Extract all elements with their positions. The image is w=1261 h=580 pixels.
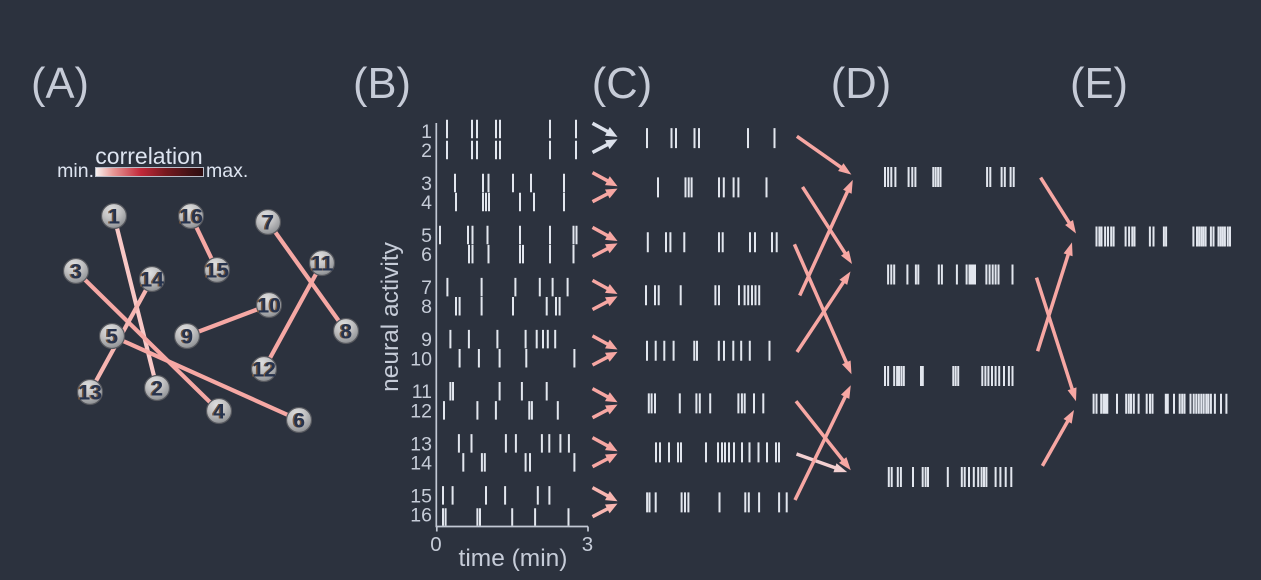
svg-text:16: 16 [410,504,432,526]
svg-text:7: 7 [262,211,274,234]
svg-text:neural activity: neural activity [377,241,404,392]
svg-text:5: 5 [105,326,117,349]
svg-text:15: 15 [410,485,432,507]
svg-text:3: 3 [582,533,593,556]
svg-text:(B): (B) [353,60,411,108]
svg-text:15: 15 [206,259,230,282]
svg-text:9: 9 [421,329,432,351]
svg-text:time (min): time (min) [459,545,568,572]
svg-text:12: 12 [251,359,274,382]
svg-text:(E): (E) [1070,60,1128,108]
svg-text:9: 9 [180,326,192,349]
svg-text:1: 1 [421,121,432,143]
svg-text:13: 13 [410,433,432,455]
svg-text:14: 14 [410,452,432,474]
svg-text:2: 2 [151,377,163,400]
svg-text:(A): (A) [31,60,89,108]
svg-text:(C): (C) [592,60,652,108]
svg-text:9: 9 [181,325,193,348]
svg-text:11: 11 [412,381,432,403]
svg-text:max.: max. [206,160,248,182]
svg-text:3: 3 [69,261,81,284]
svg-text:min.: min. [57,160,94,182]
svg-text:5: 5 [106,325,118,348]
svg-text:10: 10 [410,348,432,370]
svg-text:15: 15 [204,260,228,283]
svg-text:2: 2 [421,140,432,162]
svg-text:7: 7 [421,277,432,299]
svg-text:16: 16 [180,205,203,228]
svg-text:4: 4 [421,192,432,214]
svg-text:3: 3 [70,260,82,283]
svg-text:10: 10 [258,294,281,317]
svg-text:8: 8 [421,296,432,318]
svg-text:12: 12 [253,358,276,381]
svg-text:11: 11 [311,252,334,275]
svg-text:8: 8 [339,321,351,344]
svg-text:1: 1 [107,206,119,229]
svg-text:14: 14 [139,269,163,292]
svg-text:7: 7 [261,212,273,235]
svg-text:13: 13 [79,381,102,404]
svg-text:1: 1 [108,205,120,228]
svg-text:2: 2 [150,378,162,401]
svg-text:6: 6 [293,409,305,432]
svg-text:16: 16 [178,206,201,229]
svg-text:0: 0 [430,533,441,556]
svg-text:4: 4 [213,400,225,423]
svg-text:(D): (D) [831,60,891,108]
svg-text:8: 8 [340,320,352,343]
svg-text:14: 14 [141,268,165,291]
svg-text:10: 10 [256,295,279,318]
svg-text:correlation: correlation [95,143,202,169]
svg-text:3: 3 [421,173,432,195]
svg-text:12: 12 [410,400,432,422]
svg-text:11: 11 [310,253,333,276]
svg-text:6: 6 [292,410,304,433]
svg-text:13: 13 [77,382,100,405]
svg-text:5: 5 [421,225,432,247]
svg-text:6: 6 [421,244,432,266]
svg-text:4: 4 [212,401,224,424]
